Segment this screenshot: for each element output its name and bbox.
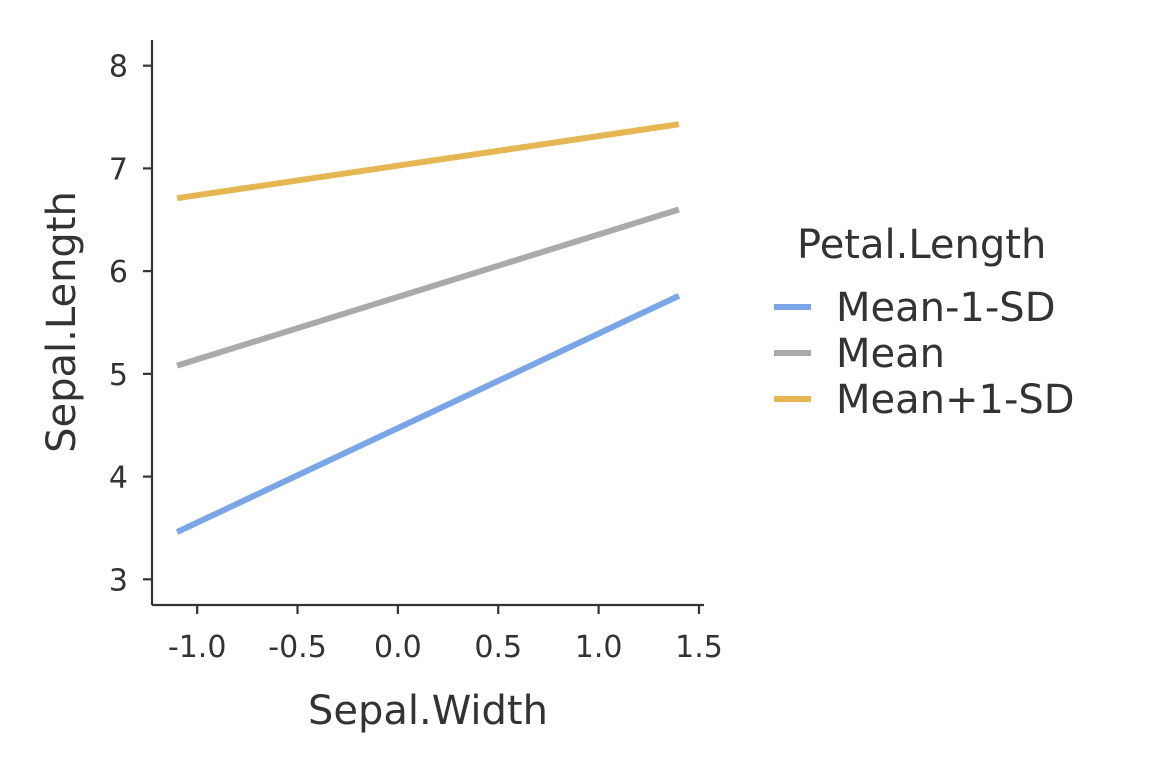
- legend-label-1: Mean: [836, 331, 945, 377]
- y-tick-label: 5: [109, 358, 128, 393]
- x-tick-label: -1.0: [168, 630, 227, 665]
- y-tick-label: 4: [109, 461, 128, 496]
- legend-title: Petal.Length: [797, 222, 1046, 268]
- legend-label-2: Mean+1-SD: [836, 377, 1075, 423]
- y-axis-title: Sepal.Length: [39, 191, 85, 453]
- y-tick-label: 8: [109, 50, 128, 85]
- x-tick-label: 1.0: [575, 630, 623, 665]
- plot-area: [175, 121, 681, 535]
- axes: -1.0 -0.5 0.0 0.5 1.0 1.5 3 4 5 6 7 8: [109, 40, 723, 665]
- series-line-1: [176, 206, 680, 369]
- y-tick-label: 6: [109, 255, 128, 290]
- series-line-0: [175, 293, 681, 535]
- y-tick-label: 7: [109, 152, 128, 187]
- legend-label-0: Mean-1-SD: [836, 285, 1056, 331]
- series-line-2: [176, 121, 680, 202]
- x-axis-title: Sepal.Width: [308, 688, 548, 734]
- y-tick-label: 3: [109, 563, 128, 598]
- x-tick-label: 0.0: [374, 630, 422, 665]
- x-tick-label: 1.5: [675, 630, 723, 665]
- x-tick-label: 0.5: [474, 630, 522, 665]
- x-tick-label: -0.5: [268, 630, 327, 665]
